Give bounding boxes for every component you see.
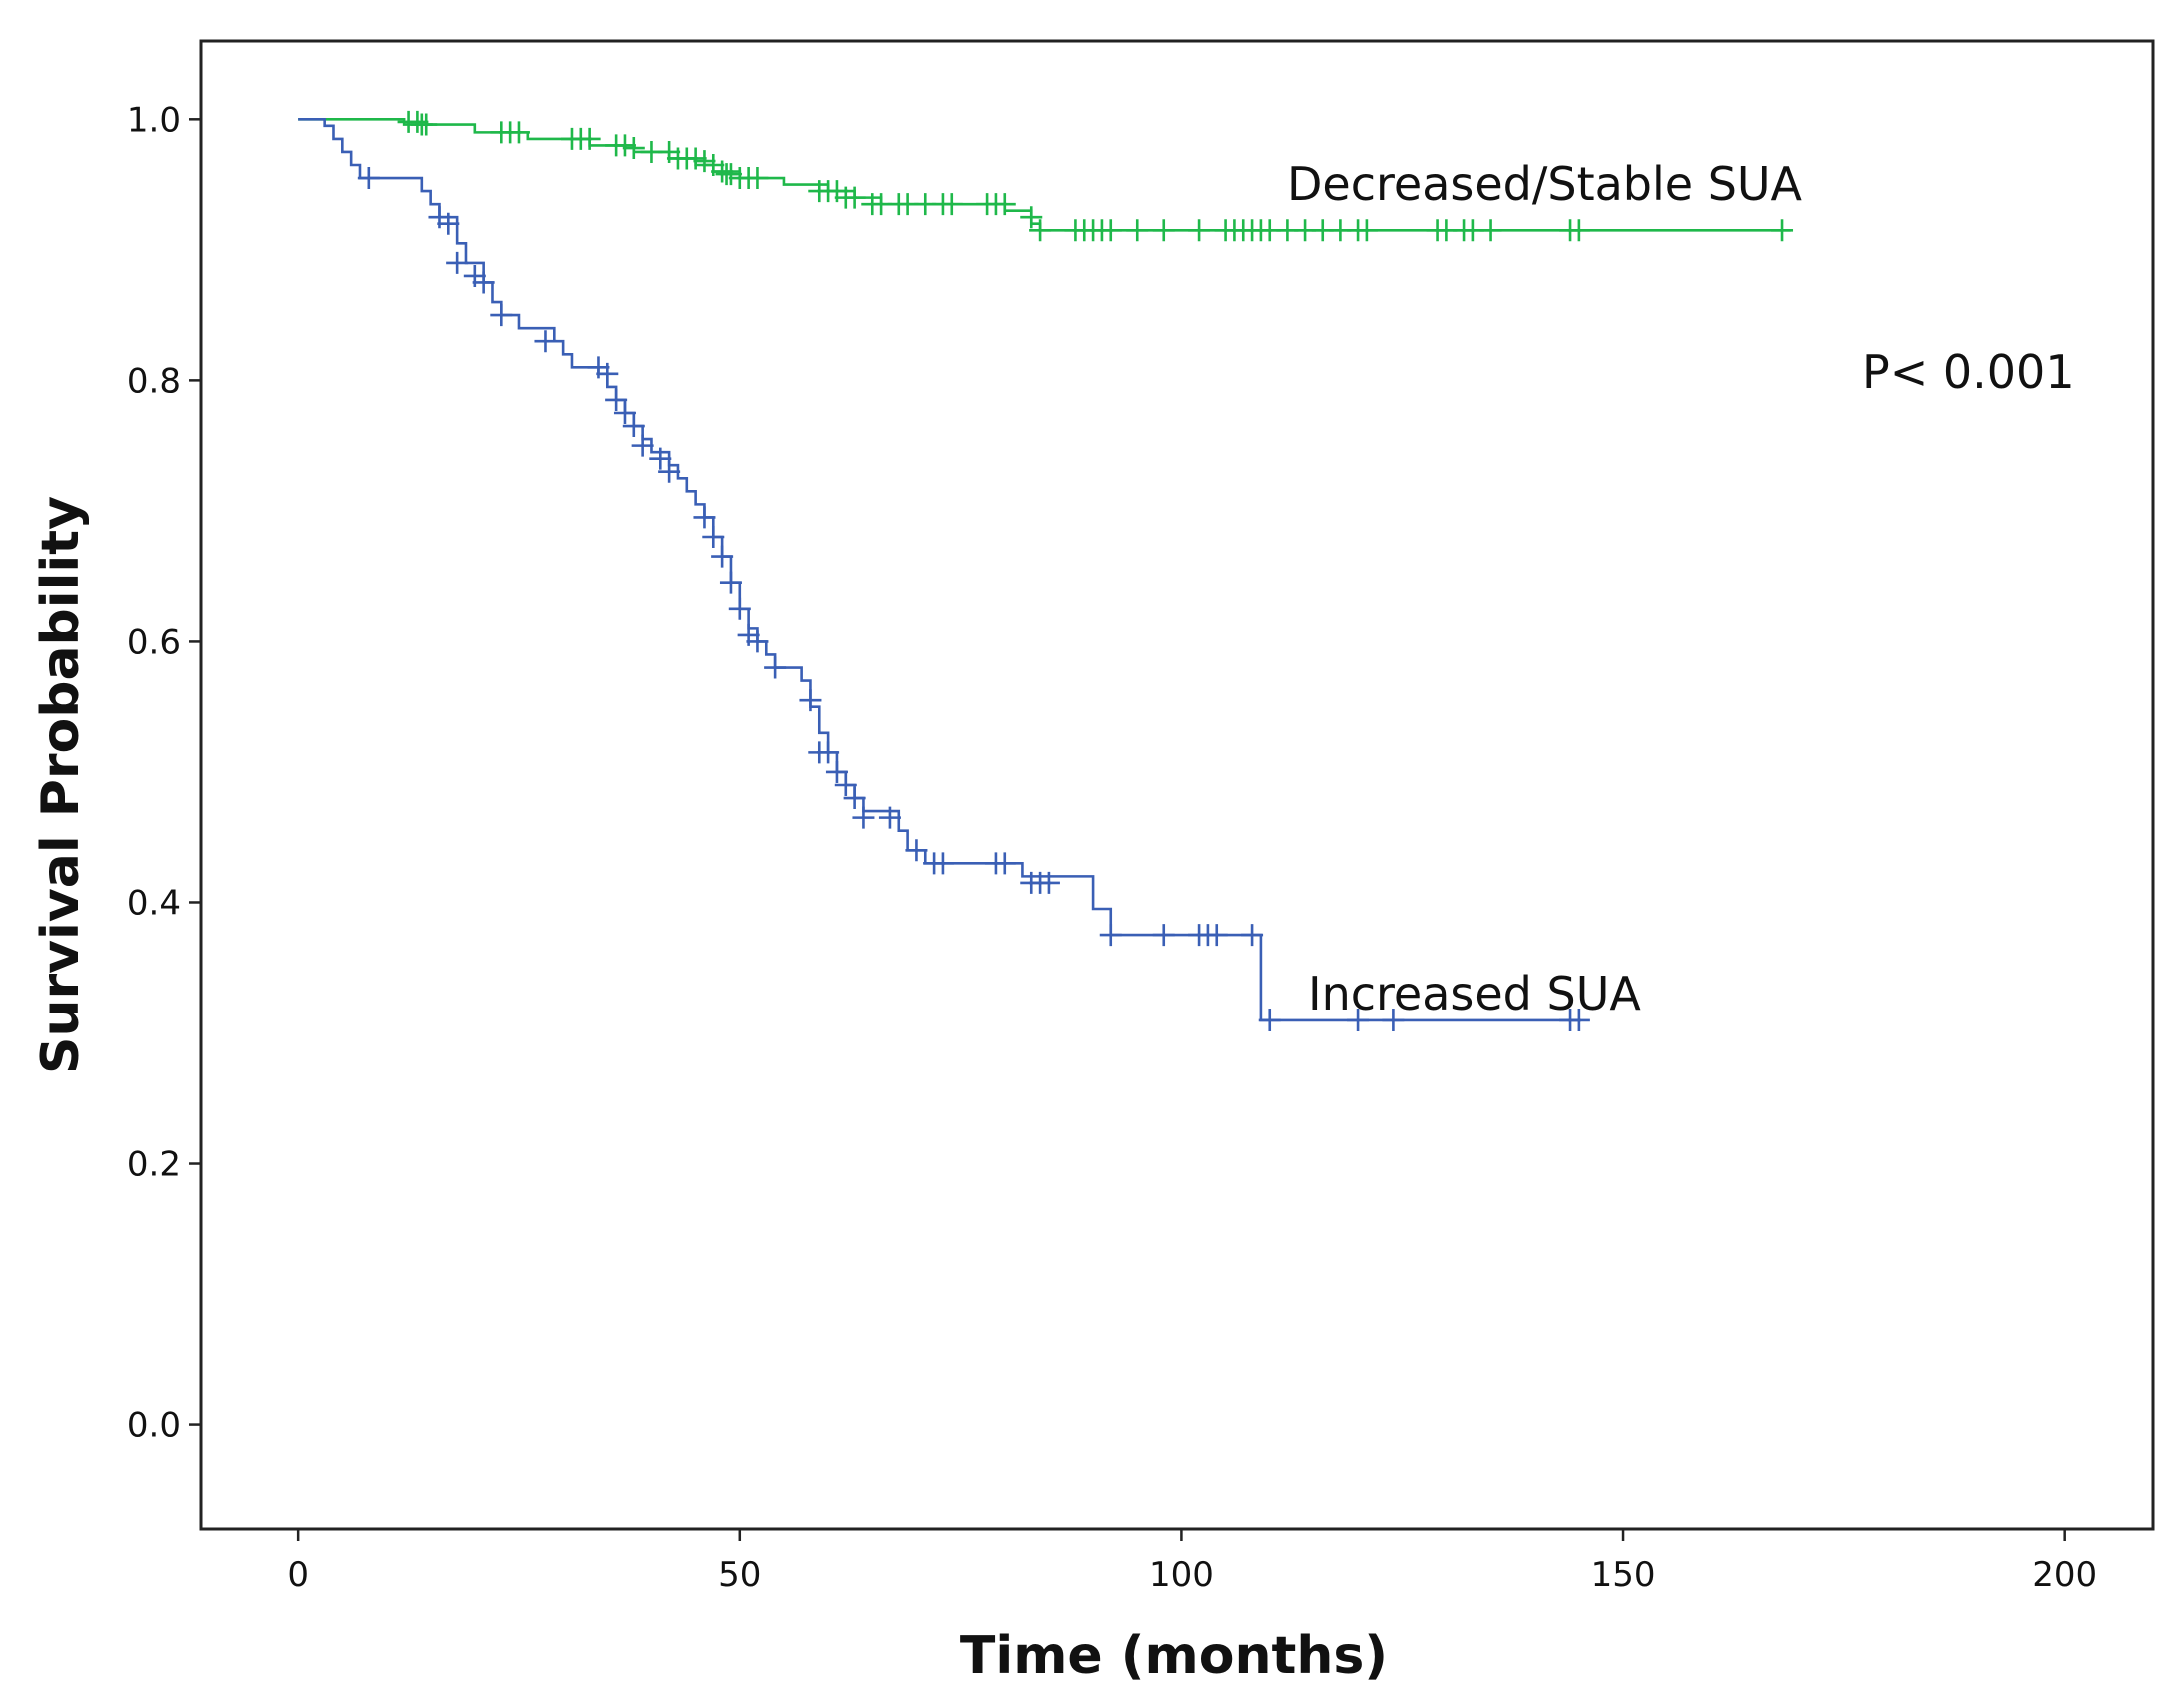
x-tick-label-0: 0 bbox=[287, 1555, 309, 1595]
y-tick-label-0.8: 0.8 bbox=[127, 361, 181, 401]
censor-mark-decreased-stable-12 bbox=[622, 137, 645, 160]
censor-mark-increased-30 bbox=[852, 806, 875, 829]
censor-mark-increased-50 bbox=[1567, 1008, 1590, 1031]
censor-mark-decreased-stable-3 bbox=[415, 113, 438, 136]
censor-mark-decreased-stable-11 bbox=[613, 134, 636, 157]
censor-mark-increased-17 bbox=[702, 526, 725, 548]
censor-mark-increased-39 bbox=[1037, 871, 1060, 894]
censor-mark-increased-27 bbox=[825, 760, 848, 783]
censor-mark-decreased-stable-40 bbox=[993, 193, 1016, 216]
censor-mark-increased-41 bbox=[1152, 924, 1175, 947]
series-layer bbox=[298, 110, 1794, 1031]
censor-mark-increased-40 bbox=[1099, 924, 1122, 947]
censor-mark-decreased-stable-18 bbox=[693, 150, 716, 173]
censor-mark-decreased-stable-48 bbox=[1126, 219, 1149, 242]
y-tick-label-1.0: 1.0 bbox=[127, 100, 181, 140]
censor-mark-increased-23 bbox=[764, 656, 787, 679]
x-tick-label-150: 150 bbox=[1591, 1555, 1656, 1595]
censor-mark-increased-28 bbox=[834, 774, 857, 796]
censor-mark-increased-48 bbox=[1382, 1008, 1405, 1031]
series-label-increased: Increased SUA bbox=[1308, 967, 1641, 1021]
censor-mark-increased-15 bbox=[658, 460, 681, 483]
y-axis-title: Survival Probability bbox=[31, 496, 91, 1074]
series-increased bbox=[298, 118, 1590, 1031]
censor-mark-increased-13 bbox=[631, 434, 654, 457]
censor-mark-increased-10 bbox=[605, 388, 628, 411]
censor-mark-increased-14 bbox=[649, 447, 672, 470]
x-axis: 0 50 100 150 200 bbox=[287, 1529, 2097, 1595]
y-tick-label-0.6: 0.6 bbox=[127, 622, 181, 662]
censor-mark-increased-0 bbox=[357, 167, 380, 190]
censor-mark-decreased-stable-9 bbox=[578, 127, 601, 150]
censor-mark-increased-19 bbox=[719, 571, 742, 594]
censor-mark-decreased-stable-25 bbox=[746, 167, 769, 190]
censor-mark-increased-29 bbox=[843, 787, 866, 810]
y-axis: 0.0 0.2 0.4 0.6 0.8 1.0 bbox=[127, 100, 201, 1446]
censor-mark-increased-5 bbox=[472, 271, 495, 294]
censor-mark-decreased-stable-47 bbox=[1099, 219, 1122, 242]
p-value-annotation: P< 0.001 bbox=[1862, 345, 2075, 399]
censor-mark-decreased-stable-30 bbox=[843, 186, 866, 209]
series-label-decreased-stable: Decreased/Stable SUA bbox=[1287, 157, 1803, 211]
censor-mark-increased-31 bbox=[878, 806, 901, 829]
x-tick-label-50: 50 bbox=[718, 1555, 761, 1595]
censor-mark-increased-20 bbox=[728, 597, 751, 620]
censor-mark-decreased-stable-50 bbox=[1188, 219, 1211, 242]
x-axis-title: Time (months) bbox=[960, 1626, 1388, 1686]
censor-mark-increased-6 bbox=[490, 304, 513, 327]
censor-mark-increased-11 bbox=[613, 402, 636, 424]
censor-mark-increased-46 bbox=[1258, 1008, 1281, 1031]
censor-mark-increased-36 bbox=[993, 852, 1016, 875]
censor-mark-increased-24 bbox=[799, 689, 822, 712]
censor-mark-decreased-stable-62 bbox=[1355, 219, 1378, 242]
censor-mark-decreased-stable-1 bbox=[406, 110, 429, 133]
censor-mark-increased-32 bbox=[905, 839, 928, 862]
y-tick-label-0.0: 0.0 bbox=[127, 1406, 181, 1446]
x-tick-label-200: 200 bbox=[2032, 1555, 2097, 1595]
plot-frame bbox=[199, 39, 2155, 1531]
censor-mark-decreased-stable-41 bbox=[1020, 206, 1043, 229]
censor-mark-increased-3 bbox=[446, 251, 469, 274]
censor-mark-decreased-stable-42 bbox=[1029, 219, 1052, 242]
y-tick-label-0.4: 0.4 bbox=[127, 883, 181, 923]
censor-mark-decreased-stable-67 bbox=[1479, 219, 1502, 242]
censor-mark-decreased-stable-20 bbox=[711, 160, 734, 183]
censor-mark-decreased-stable-37 bbox=[940, 193, 963, 216]
survival-curve-increased bbox=[298, 118, 1579, 1022]
censor-mark-increased-12 bbox=[622, 415, 645, 438]
x-tick-label-100: 100 bbox=[1149, 1555, 1214, 1595]
censor-mark-increased-2 bbox=[437, 212, 460, 235]
y-tick-label-0.2: 0.2 bbox=[127, 1145, 181, 1185]
censor-mark-decreased-stable-49 bbox=[1152, 219, 1175, 242]
censor-mark-decreased-stable-22 bbox=[719, 163, 742, 186]
series-decreased-stable bbox=[298, 110, 1794, 242]
censor-mark-increased-7 bbox=[534, 330, 557, 353]
censor-mark-increased-34 bbox=[931, 852, 954, 875]
censor-mark-increased-18 bbox=[711, 545, 734, 568]
censor-mark-decreased-stable-17 bbox=[684, 147, 707, 170]
censor-mark-increased-22 bbox=[746, 630, 769, 653]
censor-mark-increased-44 bbox=[1205, 924, 1228, 947]
censor-mark-increased-45 bbox=[1241, 924, 1264, 947]
censor-mark-increased-16 bbox=[693, 506, 716, 529]
censor-mark-increased-47 bbox=[1347, 1008, 1370, 1031]
censor-mark-increased-9 bbox=[596, 362, 619, 385]
censor-mark-increased-26 bbox=[817, 741, 840, 764]
censor-mark-decreased-stable-69 bbox=[1567, 219, 1590, 242]
censor-mark-decreased-stable-6 bbox=[507, 121, 530, 144]
censor-mark-decreased-stable-70 bbox=[1771, 219, 1794, 242]
